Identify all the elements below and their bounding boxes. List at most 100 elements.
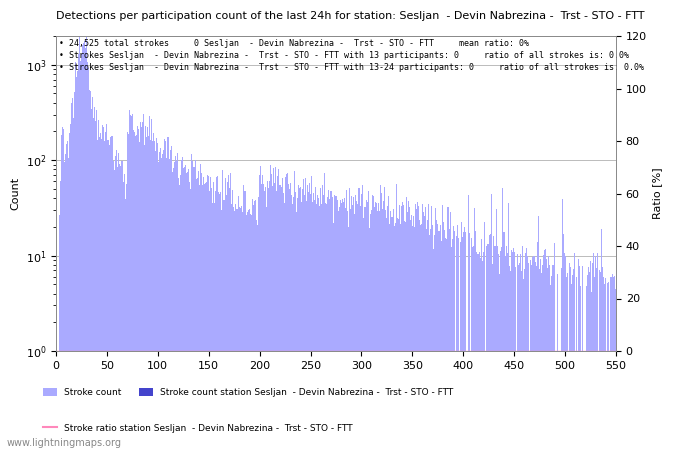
Bar — [306, 201, 307, 450]
Bar — [438, 231, 440, 450]
Bar — [489, 234, 490, 450]
Bar — [508, 202, 509, 450]
Bar — [378, 203, 379, 450]
Bar — [148, 135, 149, 450]
Bar — [479, 252, 480, 450]
Bar — [191, 154, 192, 450]
Bar — [486, 246, 487, 450]
Legend: Stroke ratio station Sesljan  - Devin Nabrezina -  Trst - STO - FTT: Stroke ratio station Sesljan - Devin Nab… — [39, 420, 356, 436]
Bar — [301, 202, 302, 450]
Bar — [432, 225, 433, 450]
Bar — [173, 167, 174, 450]
Bar — [365, 207, 366, 450]
Bar — [586, 286, 587, 450]
Bar — [131, 116, 132, 450]
Bar — [535, 261, 536, 450]
Bar — [530, 260, 531, 450]
Bar — [202, 185, 203, 450]
Bar — [158, 162, 160, 450]
Bar — [573, 269, 574, 450]
Bar — [130, 115, 131, 450]
Bar — [362, 185, 363, 450]
Bar — [238, 196, 239, 450]
Bar — [203, 177, 204, 450]
Bar — [351, 196, 352, 450]
Bar — [522, 246, 523, 450]
Bar — [395, 184, 397, 450]
Bar — [317, 195, 318, 450]
Bar — [150, 140, 151, 450]
Bar — [339, 207, 340, 450]
Bar — [246, 215, 247, 450]
Bar — [143, 114, 144, 450]
Bar — [136, 135, 137, 450]
Bar — [464, 227, 465, 450]
Bar — [364, 207, 365, 450]
Bar — [589, 272, 590, 450]
Bar — [126, 184, 127, 450]
Bar — [611, 277, 612, 450]
Bar — [294, 171, 295, 450]
Bar — [426, 230, 427, 450]
Bar — [259, 175, 260, 450]
Bar — [251, 215, 252, 450]
Bar — [443, 222, 444, 450]
Bar — [300, 187, 301, 450]
Bar — [59, 216, 60, 450]
Bar — [310, 194, 311, 450]
Bar — [274, 183, 275, 450]
Bar — [172, 172, 173, 450]
Bar — [461, 221, 462, 450]
Bar — [524, 270, 525, 450]
Bar — [169, 150, 171, 450]
Bar — [60, 181, 61, 450]
Bar — [425, 207, 426, 450]
Bar — [73, 118, 74, 450]
Bar — [210, 176, 211, 450]
Bar — [500, 251, 501, 450]
Bar — [286, 173, 288, 450]
Bar — [318, 198, 319, 450]
Bar — [303, 179, 304, 450]
Bar — [496, 209, 498, 450]
Bar — [433, 249, 434, 450]
Bar — [312, 202, 313, 450]
Bar — [472, 247, 473, 450]
Bar — [247, 212, 248, 450]
Bar — [100, 133, 102, 450]
Bar — [293, 197, 294, 450]
Bar — [382, 209, 384, 450]
Bar — [108, 140, 109, 450]
Bar — [122, 182, 124, 450]
Bar — [243, 185, 244, 450]
Bar — [249, 209, 250, 450]
Bar — [532, 257, 533, 450]
Bar — [440, 225, 442, 450]
Bar — [167, 137, 169, 450]
Bar — [223, 200, 225, 450]
Bar — [258, 197, 259, 450]
Bar — [418, 206, 419, 450]
Bar — [255, 200, 256, 450]
Bar — [174, 156, 176, 450]
Bar — [195, 160, 196, 450]
Bar — [354, 214, 355, 450]
Bar — [527, 256, 528, 450]
Bar — [234, 204, 236, 450]
Text: www.lightningmaps.org: www.lightningmaps.org — [7, 438, 122, 448]
Bar — [543, 256, 544, 450]
Bar — [208, 176, 209, 450]
Bar — [442, 205, 443, 450]
Bar — [490, 234, 491, 450]
Bar — [64, 153, 66, 450]
Bar — [452, 239, 453, 450]
Bar — [232, 207, 234, 450]
Bar — [81, 54, 82, 450]
Bar — [340, 199, 341, 450]
Bar — [319, 206, 320, 450]
Bar — [520, 253, 521, 450]
Bar — [355, 195, 356, 450]
Bar — [96, 110, 97, 450]
Bar — [449, 212, 451, 450]
Bar — [554, 243, 555, 450]
